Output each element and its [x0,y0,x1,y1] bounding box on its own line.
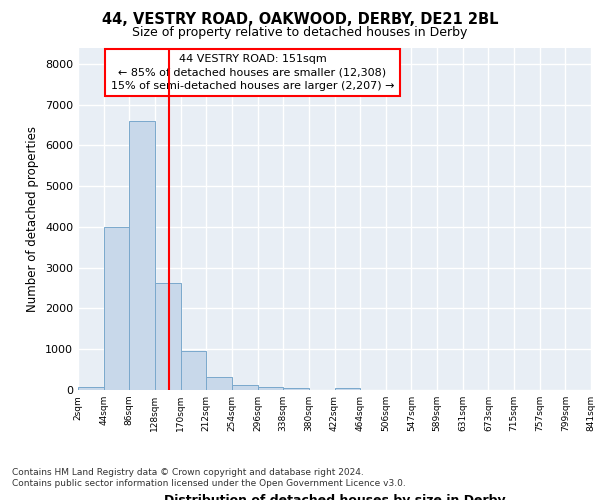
Bar [181,352,206,390]
Y-axis label: Number of detached properties: Number of detached properties [26,126,40,312]
Bar [283,388,309,390]
Bar [335,388,360,390]
Text: 44 VESTRY ROAD: 151sqm
← 85% of detached houses are smaller (12,308)
15% of semi: 44 VESTRY ROAD: 151sqm ← 85% of detached… [110,54,394,91]
Bar [130,121,155,390]
Bar [206,377,232,390]
Bar [104,227,130,390]
Text: Contains HM Land Registry data © Crown copyright and database right 2024.
Contai: Contains HM Land Registry data © Crown c… [12,468,406,487]
Bar [257,386,283,390]
Bar [78,386,104,390]
Bar [155,283,181,390]
X-axis label: Distribution of detached houses by size in Derby: Distribution of detached houses by size … [164,494,505,500]
Text: 44, VESTRY ROAD, OAKWOOD, DERBY, DE21 2BL: 44, VESTRY ROAD, OAKWOOD, DERBY, DE21 2B… [102,12,498,28]
Bar [232,384,257,390]
Text: Size of property relative to detached houses in Derby: Size of property relative to detached ho… [133,26,467,39]
